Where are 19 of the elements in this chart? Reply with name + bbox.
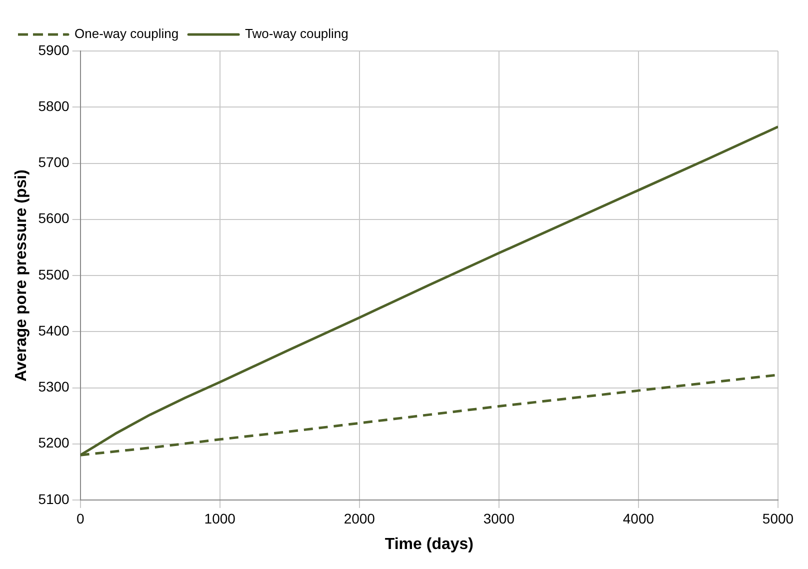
x-tick-label: 5000 bbox=[762, 510, 794, 526]
x-tick-label: 3000 bbox=[483, 510, 515, 526]
y-tick-label: 5500 bbox=[38, 266, 70, 282]
legend-label: Two-way coupling bbox=[245, 26, 348, 42]
y-tick-label: 5600 bbox=[38, 210, 70, 226]
x-axis-title: Time (days) bbox=[384, 536, 474, 553]
x-tick-label: 1000 bbox=[204, 510, 236, 526]
y-tick-label: 5900 bbox=[38, 42, 70, 58]
y-tick-label: 5100 bbox=[38, 490, 70, 507]
y-tick-label: 5200 bbox=[38, 434, 70, 451]
y-tick-label: 5300 bbox=[38, 378, 70, 395]
legend-label: One-way coupling bbox=[74, 26, 179, 42]
y-tick-label: 5800 bbox=[38, 98, 70, 114]
x-tick-label: 0 bbox=[76, 510, 84, 526]
y-tick-label: 5700 bbox=[38, 154, 70, 170]
y-axis-title: Average pore pressure (psi) bbox=[13, 170, 30, 382]
y-tick-label: 5400 bbox=[38, 322, 70, 338]
x-tick-label: 2000 bbox=[344, 510, 376, 526]
x-tick-label: 4000 bbox=[622, 510, 654, 526]
